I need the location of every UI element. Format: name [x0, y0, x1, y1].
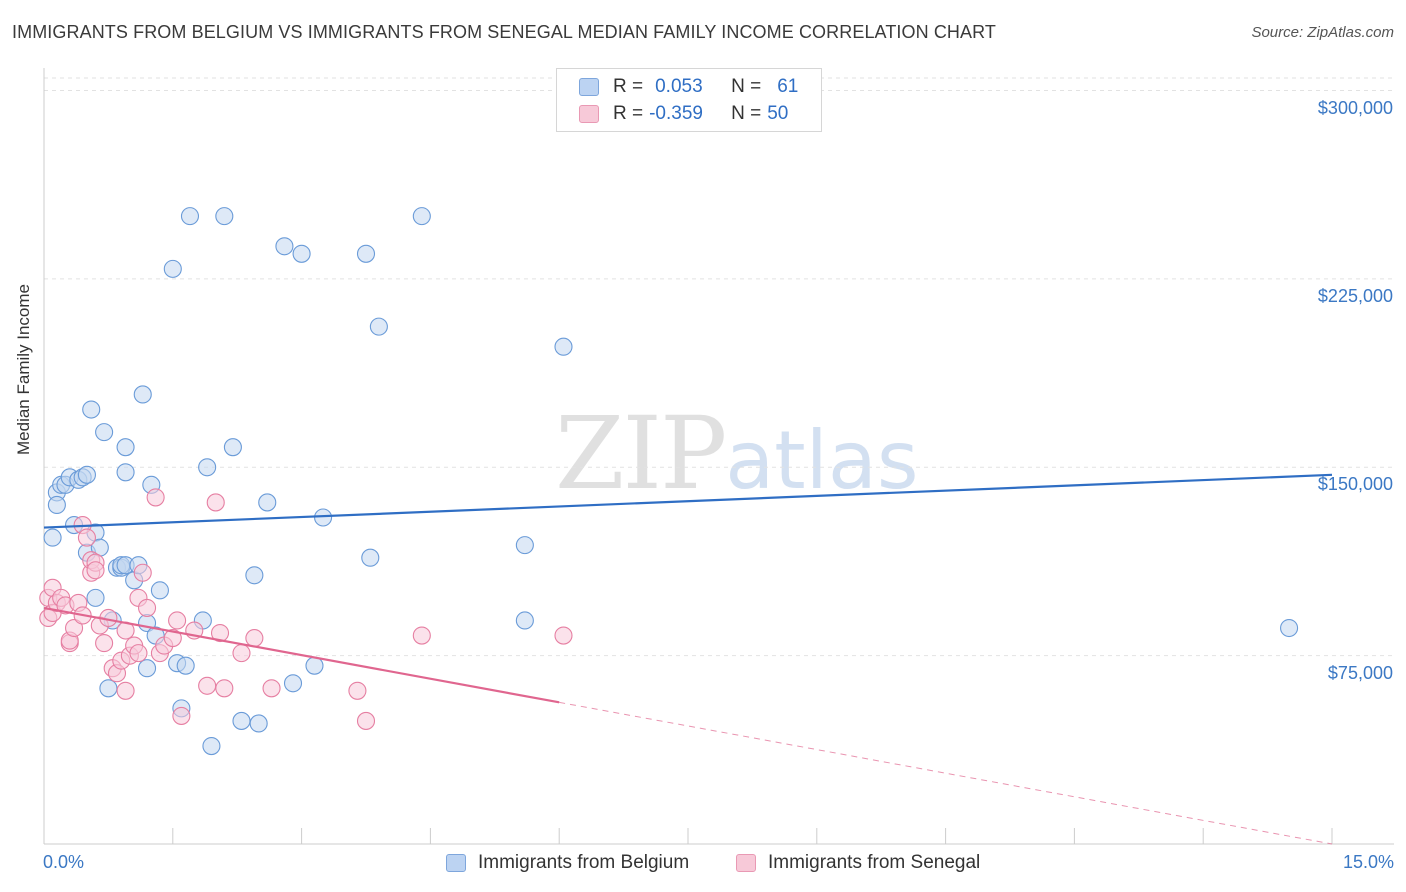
point-senegal: [232, 644, 251, 663]
point-belgium: [361, 548, 380, 567]
point-senegal: [245, 629, 264, 648]
point-belgium: [1280, 618, 1299, 638]
point-belgium: [283, 674, 303, 693]
point-belgium: [137, 659, 157, 678]
source-label: Source: ZipAtlas.com: [1251, 24, 1394, 41]
watermark: ZIPatlas: [555, 395, 919, 512]
chart-title: IMMIGRANTS FROM BELGIUM VS IMMIGRANTS FR…: [12, 22, 996, 42]
watermark-atlas: atlas: [725, 414, 919, 507]
point-senegal: [146, 488, 165, 507]
point-belgium: [215, 207, 234, 226]
point-senegal: [210, 623, 230, 643]
point-belgium: [314, 508, 333, 527]
point-senegal: [168, 611, 187, 630]
point-belgium: [86, 588, 105, 607]
point-senegal: [356, 711, 376, 730]
point-belgium: [223, 438, 242, 457]
point-belgium: [163, 259, 182, 278]
x-tick-min: 0.0%: [43, 852, 85, 872]
legend-r-label: R =: [613, 103, 644, 124]
point-senegal: [133, 563, 152, 582]
point-belgium: [305, 656, 324, 675]
point-senegal: [172, 706, 191, 725]
point-belgium: [43, 528, 62, 547]
trend-line-senegal: [43, 606, 560, 704]
point-belgium: [133, 385, 152, 404]
point-senegal: [95, 634, 114, 653]
trend-lines: [43, 473, 1333, 845]
point-senegal: [348, 681, 367, 700]
y-tick-label: $75,000: [1327, 662, 1393, 683]
point-senegal: [77, 528, 96, 547]
series-legend-senegal: Immigrants from Senegal: [736, 852, 980, 874]
point-belgium: [245, 566, 264, 585]
legend-n-value: 61: [777, 76, 799, 97]
point-belgium: [515, 611, 534, 630]
point-belgium: [356, 244, 376, 263]
legend-row-senegal: R = -0.359 N = 50: [579, 101, 788, 127]
legend-r-value: -0.359: [649, 103, 703, 124]
point-senegal: [137, 598, 157, 617]
legend-swatch-blue: [579, 78, 599, 96]
y-tick-label: $300,000: [1317, 97, 1393, 118]
point-belgium: [95, 423, 114, 442]
legend-row-belgium: R = 0.053 N = 61: [579, 74, 798, 100]
point-belgium: [116, 438, 135, 457]
legend-n-label: N =: [731, 103, 762, 124]
legend-swatch-blue: [446, 854, 466, 872]
y-tick-label: $225,000: [1317, 285, 1393, 306]
series-name-senegal: Immigrants from Senegal: [768, 852, 981, 873]
legend-n-value: 50: [767, 103, 789, 124]
point-belgium: [116, 463, 135, 482]
point-belgium: [554, 337, 573, 356]
point-belgium: [82, 400, 101, 419]
point-belgium: [292, 244, 311, 263]
point-senegal: [206, 493, 225, 512]
point-senegal: [163, 629, 182, 648]
point-senegal: [554, 626, 573, 645]
point-belgium: [258, 493, 277, 512]
point-belgium: [99, 679, 118, 698]
legend-n-label: N =: [731, 76, 762, 97]
series-legend-belgium: Immigrants from Belgium: [446, 852, 689, 874]
point-senegal: [412, 626, 431, 645]
legend-swatch-pink: [736, 854, 756, 872]
point-belgium: [198, 458, 217, 477]
point-senegal: [198, 676, 217, 695]
point-belgium: [249, 714, 268, 733]
point-belgium: [150, 581, 169, 600]
trend-line-senegal-extension: [559, 701, 1333, 845]
point-belgium: [412, 207, 431, 226]
legend-r-label: R =: [613, 76, 644, 97]
point-belgium: [275, 237, 294, 256]
point-belgium: [202, 737, 221, 756]
data-points: [39, 207, 1299, 756]
watermark-zip: ZIP: [555, 395, 727, 512]
legend-swatch-pink: [579, 105, 599, 123]
point-belgium: [176, 656, 195, 675]
point-senegal: [65, 618, 84, 638]
series-name-belgium: Immigrants from Belgium: [478, 852, 690, 873]
trend-line-belgium: [43, 473, 1333, 529]
point-senegal: [116, 681, 135, 700]
point-belgium: [515, 536, 534, 555]
point-belgium: [47, 495, 66, 515]
y-axis-label: Median Family Income: [14, 283, 33, 455]
point-belgium: [232, 711, 251, 730]
point-senegal: [129, 644, 148, 663]
stats-legend: R = 0.053 N = 61 R = -0.359 N = 50: [556, 68, 822, 132]
axes: [43, 68, 1394, 845]
gridlines: [44, 77, 1394, 657]
point-belgium: [77, 465, 96, 484]
legend-r-value: 0.053: [655, 76, 703, 97]
x-tick-max: 15.0%: [1342, 852, 1394, 872]
y-tick-label: $150,000: [1317, 474, 1393, 495]
point-belgium: [180, 207, 200, 226]
point-senegal: [262, 679, 281, 698]
point-senegal: [215, 679, 234, 698]
point-belgium: [369, 317, 388, 336]
point-senegal: [86, 561, 105, 580]
